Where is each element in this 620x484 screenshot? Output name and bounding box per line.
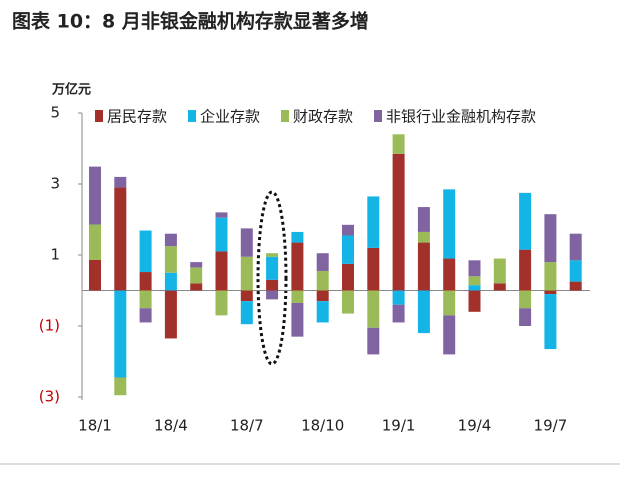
bar-segment [240,228,253,257]
bar-segment [164,233,177,247]
bar-segment [164,246,177,273]
bar-segment [316,270,329,291]
bar-segment [139,290,152,309]
bar-segment [519,308,532,326]
bar-segment [367,327,380,355]
bar-segment [443,290,456,316]
y-tick-label: 5 [50,104,60,122]
bar-segment [468,285,481,291]
bar-segment [569,281,582,291]
bar-segment [367,196,380,248]
bar-segment [417,207,430,232]
bar-segment [89,259,101,291]
bar-segment [89,224,101,260]
legend-swatch [374,110,382,122]
bar-segment [519,249,532,291]
bar-segment [291,302,304,337]
bar-segment [190,262,203,268]
bar-segment [291,290,304,303]
x-tick-label: 18/10 [301,417,344,435]
bar-segment [215,217,228,252]
legend-swatch [188,110,196,122]
bar-segment [240,290,253,302]
highlight-ellipse [256,190,288,366]
bar-segment [519,290,532,309]
bar-segment [342,263,354,291]
x-tick-label: 19/4 [458,417,492,435]
bar-segment [443,258,456,291]
bar-segment [443,315,456,355]
y-tick-label: 1 [50,246,60,264]
legend-label: 居民存款 [107,108,167,126]
bar-segment [367,247,380,291]
x-tick-label: 19/7 [534,417,568,435]
bar-segment [544,262,557,291]
bar-segment [215,290,228,316]
legend-swatch [281,110,289,122]
bar-segment [291,242,304,291]
bar-segment [316,301,329,323]
y-tick-label: (3) [39,388,60,406]
bar-segment [519,192,532,250]
bar-segment [544,290,557,295]
bar-segment [392,304,405,323]
bar-segment [544,214,557,263]
bar-segment [139,230,152,273]
bar-segment [417,290,430,334]
bar-segment [114,176,127,188]
bar-segment [139,308,152,323]
x-tick-label: 18/1 [78,417,112,435]
bar-segment [190,283,203,291]
bar-segment [417,231,430,243]
x-tick-label: 18/4 [154,417,188,435]
bar-segment [240,301,253,325]
bar-segment [367,290,380,328]
bar-segment [342,224,354,236]
bar-segment [468,260,481,277]
bar-segment [114,290,127,378]
bar-segment [240,256,253,291]
bar-segment [316,253,329,271]
bar-segment [266,279,279,291]
bar-segment [417,242,430,291]
bar-segment [392,290,405,305]
bar-segment [493,283,506,291]
bar-segment [164,290,177,339]
bar-segment [139,272,152,291]
bar-segment [190,267,203,284]
bar-segment [342,290,354,314]
legend-label: 非银行业金融机构存款 [386,108,536,126]
legend-swatch [95,110,103,122]
bar-segment [544,294,557,350]
bar-segment [114,187,127,291]
y-axis-label: 万亿元 [51,82,91,98]
bar-segment [443,189,456,259]
y-tick-label: (1) [39,317,60,335]
bar-segment [89,166,101,225]
x-tick-label: 18/7 [230,417,264,435]
bar-segment [266,253,279,257]
bar-segment [392,153,405,291]
bar-segment [468,290,481,312]
bar-segment [114,377,127,396]
chart-title: 图表 10：8 月非银金融机构存款显著多增 [12,10,369,33]
x-tick-label: 19/1 [382,417,416,435]
bar-segment [316,290,329,302]
bar-segment [392,134,405,154]
bar-segment [493,258,506,284]
legend-label: 财政存款 [293,108,353,126]
bar-segment [291,231,304,243]
bar-segment [266,256,279,280]
bar-segment [266,290,279,300]
bar-segment [342,235,354,264]
y-tick-label: 3 [50,175,60,193]
bar-segment [164,272,177,291]
bar-segment [569,260,582,282]
legend-label: 企业存款 [200,108,260,126]
bar-segment [569,233,582,261]
bar-segment [215,212,228,218]
bar-segment [215,251,228,291]
bar-segment [468,276,481,286]
